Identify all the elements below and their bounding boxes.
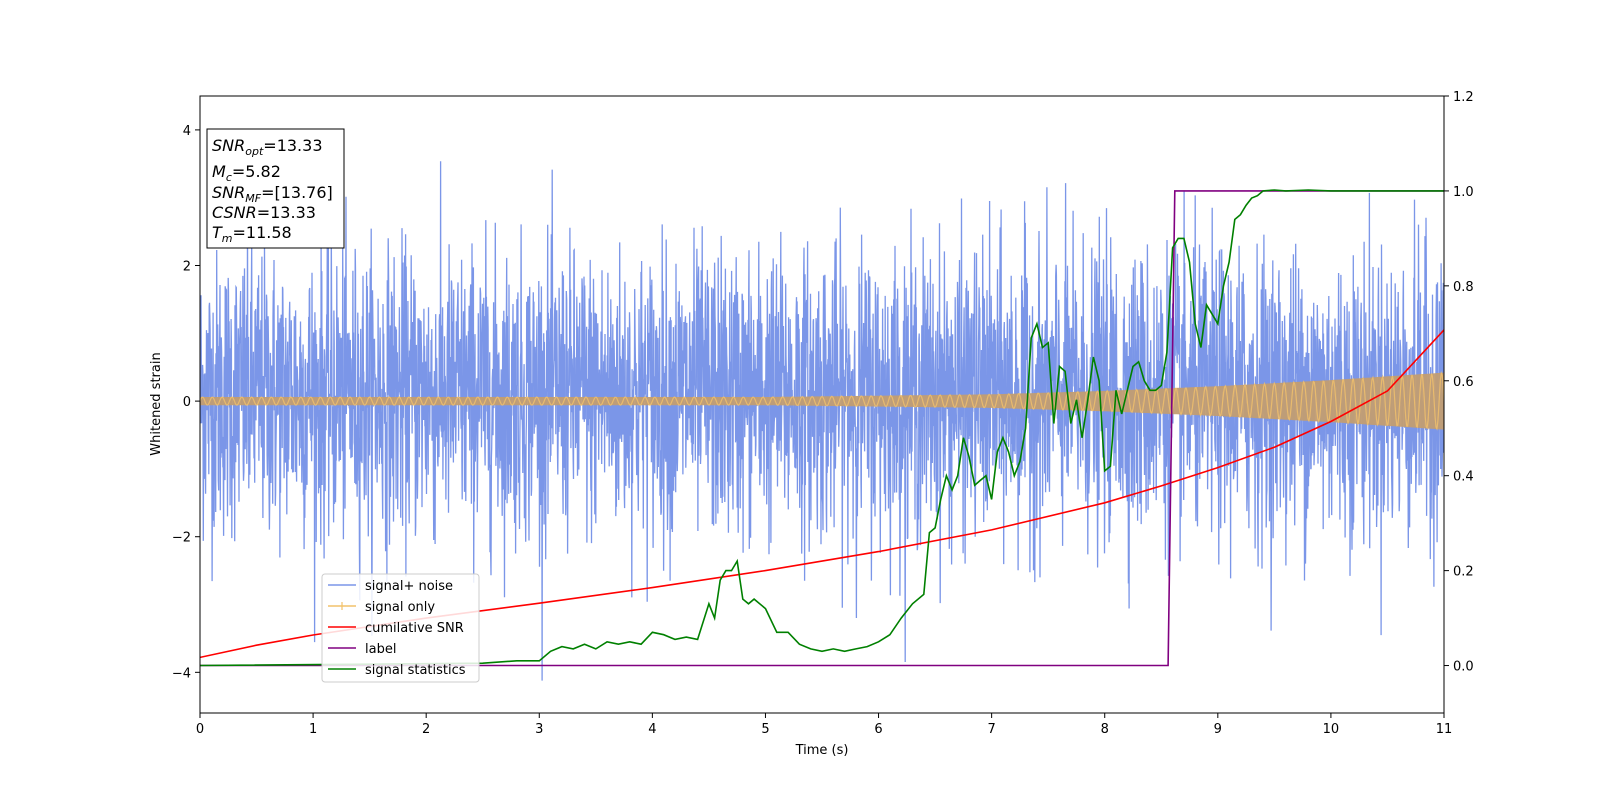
x-tick-label: 8 [1101, 722, 1109, 737]
info-box-frame [206, 128, 345, 249]
x-tick-label: 4 [648, 722, 656, 737]
x-tick-label: 0 [196, 722, 204, 737]
y-tick-label: −2 [172, 531, 191, 546]
label-line [200, 190, 1444, 667]
signal-only-envelope [200, 372, 1444, 430]
x-tick-label: 6 [874, 722, 882, 737]
x-tick-label: 10 [1323, 722, 1340, 737]
y-tick-label: 4 [183, 124, 191, 139]
legend-label-cumulative-snr: cumilative SNR [365, 621, 464, 636]
x-tick-label: 5 [761, 722, 769, 737]
y2-tick-label: 0.6 [1453, 375, 1474, 390]
y-axis-label: Whitened strain [149, 352, 164, 455]
x-tick-label: 9 [1214, 722, 1222, 737]
x-axis-label: Time (s) [795, 743, 849, 758]
x-tick-label: 11 [1436, 722, 1453, 737]
signal-statistics-line [200, 189, 1444, 667]
y-tick-label: −4 [172, 666, 191, 681]
info-csnr: CSNR=13.33 [212, 203, 316, 222]
y2-tick-label: 0.0 [1453, 660, 1474, 675]
x-tick-label: 7 [987, 722, 995, 737]
info-snr-mf: SNRMF=[13.76] [212, 183, 333, 205]
y-axis-right: 0.0 0.2 0.4 0.6 0.8 1.0 1.2 [1444, 90, 1474, 675]
signal-only-line [200, 370, 1444, 431]
x-tick-label: 3 [535, 722, 543, 737]
x-tick-label: 2 [422, 722, 430, 737]
y2-tick-label: 0.4 [1453, 470, 1474, 485]
info-tm: Tm=11.58 [212, 223, 292, 245]
x-axis: 0 1 2 3 4 5 6 7 8 9 10 11 [196, 713, 1452, 737]
y2-tick-label: 1.0 [1453, 185, 1474, 200]
y-tick-label: 2 [183, 260, 191, 275]
legend: signal+ noise signal only cumilative SNR… [321, 573, 480, 683]
y2-tick-label: 0.2 [1453, 565, 1474, 580]
y-axis-left: −4 −2 0 2 4 [172, 124, 200, 681]
legend-label-signal-noise: signal+ noise [365, 579, 453, 594]
info-box: SNRopt=13.33 Mc=5.82 SNRMF=[13.76] CSNR=… [206, 128, 345, 249]
legend-label-signal-only: signal only [365, 600, 435, 615]
y-tick-label: 0 [183, 395, 191, 410]
legend-frame [321, 573, 480, 683]
legend-label-label: label [365, 642, 396, 657]
y2-tick-label: 0.8 [1453, 280, 1474, 295]
info-mc: Mc=5.82 [212, 162, 281, 184]
y2-tick-label: 1.2 [1453, 90, 1474, 105]
plot-frame [199, 95, 1445, 714]
x-tick-label: 1 [309, 722, 317, 737]
info-snr-opt: SNRopt=13.33 [212, 136, 323, 158]
signal-noise-line [200, 161, 1444, 681]
legend-label-signal-statistics: signal statistics [365, 663, 466, 678]
